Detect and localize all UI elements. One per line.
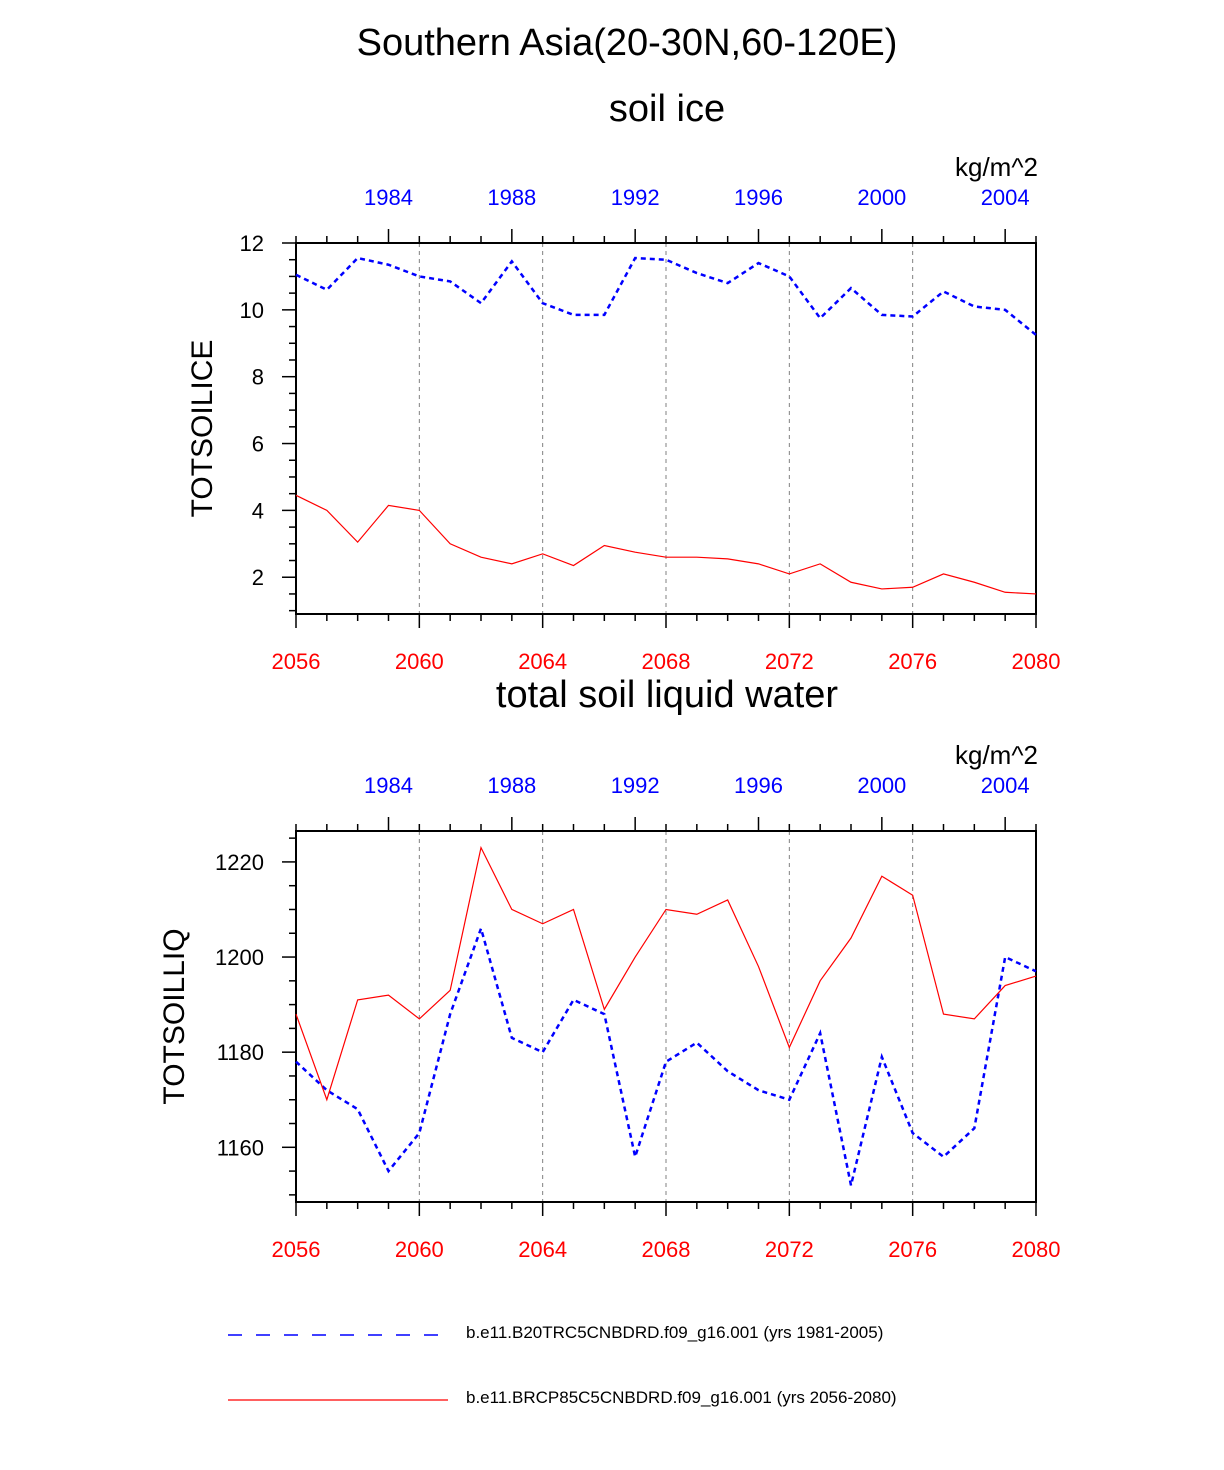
liq-x-tick-label-bottom: 2072 <box>765 1237 814 1262</box>
liq-x-tick-label-top: 1984 <box>364 773 413 798</box>
ice-y-tick-label: 2 <box>252 565 264 590</box>
liq-x-tick-label-top: 1992 <box>611 773 660 798</box>
liq-future-series-line <box>295 845 1037 1102</box>
liq-x-tick-label-top: 2004 <box>981 773 1030 798</box>
soil-liquid-title: total soil liquid water <box>495 674 839 716</box>
liq-y-axis-label: TOTSOILLIQ <box>158 928 191 1104</box>
legend-future-label: b.e11.BRCP85C5CNBDRD.f09_g16.001 (yrs 20… <box>466 1388 897 1407</box>
ice-y-axis-label: TOTSOILICE <box>186 340 219 518</box>
ice-x-tick-label-top: 2000 <box>857 185 906 210</box>
liq-x-tick-label-bottom: 2060 <box>395 1237 444 1262</box>
ice-future-series-line <box>295 494 1037 595</box>
ice-x-tick-label-top: 1992 <box>611 185 660 210</box>
ice-x-tick-label-top: 1984 <box>364 185 413 210</box>
ice-y-tick-label: 10 <box>240 298 264 323</box>
ice-y-tick-label: 12 <box>240 231 264 256</box>
liq-x-tick-label-top: 1996 <box>734 773 783 798</box>
ice-x-tick-label-top: 1996 <box>734 185 783 210</box>
legend <box>228 1334 448 1401</box>
liq-x-tick-label-bottom: 2068 <box>642 1237 691 1262</box>
liq-x-tick-label-bottom: 2064 <box>518 1237 567 1262</box>
soil-ice-chart: 2056 2060 2064 2068 2072 2076 2080 1984 1988 1992… <box>186 185 1061 674</box>
ice-x-tick-label-bottom: 2064 <box>518 649 567 674</box>
soil-ice-units: kg/m^2 <box>954 152 1038 182</box>
liq-x-tick-label-bottom: 2076 <box>888 1237 937 1262</box>
soil-liquid-units: kg/m^2 <box>954 740 1038 770</box>
liq-y-tick-label: 1180 <box>217 1040 264 1065</box>
ice-historical-series-line <box>295 256 1037 336</box>
ice-x-tick-label-bottom: 2080 <box>1012 649 1061 674</box>
soil-ice-title: soil ice <box>608 88 726 130</box>
legend-historical-label: b.e11.B20TRC5CNBDRD.f09_g16.001 (yrs 198… <box>466 1323 884 1342</box>
liq-y-tick-label: 1200 <box>215 945 264 970</box>
liq-y-tick-label: 1160 <box>217 1135 264 1160</box>
ice-x-tick-label-bottom: 2060 <box>395 649 444 674</box>
ice-y-tick-label: 6 <box>252 432 264 457</box>
liq-y-tick-label: 1220 <box>215 850 264 875</box>
liq-x-tick-label-top: 2000 <box>857 773 906 798</box>
ice-x-tick-label-top: 2004 <box>981 185 1030 210</box>
liq-x-tick-label-top: 1988 <box>487 773 536 798</box>
ice-x-tick-label-bottom: 2076 <box>888 649 937 674</box>
ice-y-tick-label: 4 <box>252 498 264 523</box>
liq-historical-series-line <box>295 924 1037 1186</box>
soil-liquid-chart: 2056 2060 2064 2068 2072 2076 2080 1984 1988 1992… <box>158 773 1061 1262</box>
ice-x-tick-label-top: 1988 <box>487 185 536 210</box>
ice-y-tick-label: 8 <box>252 365 264 390</box>
ice-x-tick-label-bottom: 2068 <box>642 649 691 674</box>
liq-x-tick-label-bottom: 2080 <box>1012 1237 1061 1262</box>
ice-x-tick-label-bottom: 2072 <box>765 649 814 674</box>
page-title: Southern Asia(20-30N,60-120E) <box>356 22 898 64</box>
ice-x-tick-label-bottom: 2056 <box>272 649 321 674</box>
liq-x-tick-label-bottom: 2056 <box>272 1237 321 1262</box>
